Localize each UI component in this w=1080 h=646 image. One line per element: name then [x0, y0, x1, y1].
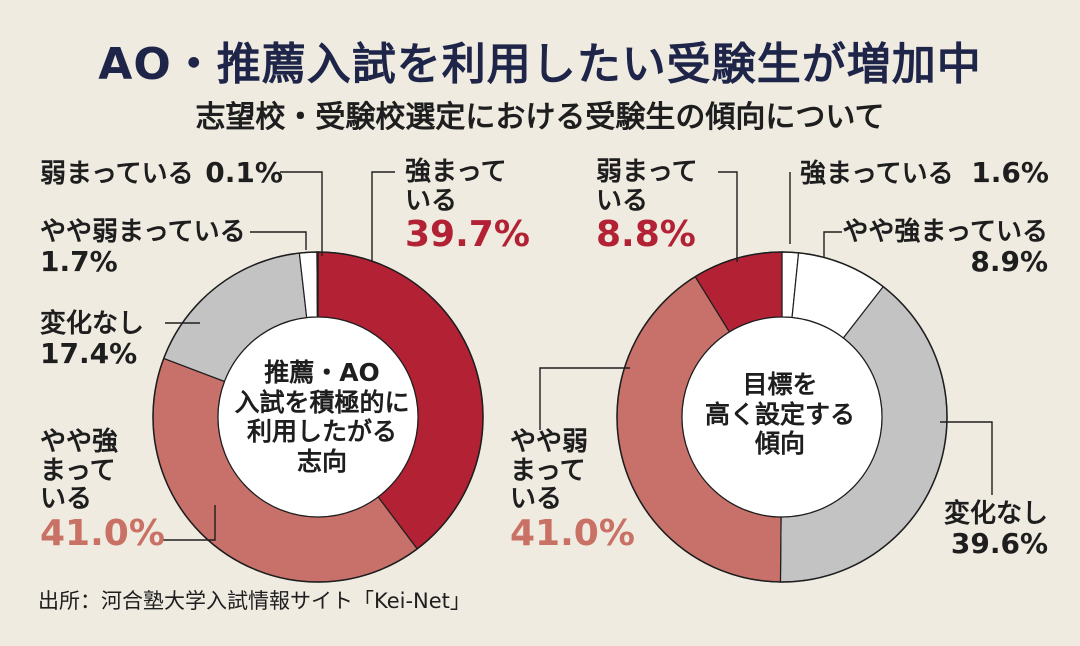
donut-outline [152, 251, 484, 583]
right-center-label: 目標を 高く設定する 傾向 [690, 370, 870, 459]
slice-label-value: 1.7% [40, 244, 118, 278]
label-right-strong: 強まっている 1.6% [800, 156, 1049, 189]
leader-line [718, 171, 738, 262]
label-right-no-change: 変化なし 39.6% [920, 500, 1048, 559]
leader-line [539, 367, 630, 430]
slice-label-name: やや弱まっている [510, 427, 589, 515]
leader-line [280, 171, 323, 256]
left-center-line: 利用したがる [246, 417, 397, 446]
left-center-line: 志向 [296, 446, 347, 476]
left-center-line: 推薦・AO [264, 358, 380, 387]
donut-outline [616, 251, 948, 583]
label-right-weak: 弱まっている 8.8% [596, 158, 706, 255]
slice-label-name: 弱まっている [40, 159, 194, 189]
donut-hole [681, 316, 883, 518]
donut-hole [217, 316, 419, 518]
left-center-line: 入試を積極的に [234, 387, 410, 417]
leader-line [940, 421, 993, 495]
slice-label-value: 39.6% [950, 526, 1048, 560]
slice-label-value: 1.6% [971, 156, 1049, 189]
slice-label-name: 強まっている [800, 159, 954, 189]
label-right-somewhat-strong: やや強まっている 8.9% [838, 218, 1048, 277]
slice-label-value: 8.8% [596, 214, 696, 256]
slice-label-value: 41.0% [510, 512, 635, 554]
label-right-somewhat-weak: やや弱まっている 41.0% [510, 428, 635, 553]
donut-slice [316, 251, 319, 318]
slice-label-value: 0.1% [205, 156, 283, 189]
slice-label-name: やや弱まっている [40, 217, 246, 247]
label-left-weak: 弱まっている 0.1% [40, 156, 283, 189]
slice-label-name: 弱まっている [596, 157, 698, 216]
slice-label-value: 41.0% [40, 512, 165, 554]
slice-label-value: 39.7% [405, 214, 530, 256]
leader-line [371, 171, 395, 262]
slice-label-name: やや強まっている [40, 427, 119, 515]
right-center-line: 目標を [742, 370, 818, 399]
label-left-somewhat-strong: やや強まっている 41.0% [40, 428, 165, 553]
label-left-no-change: 変化なし 17.4% [40, 310, 144, 369]
leader-line [160, 505, 216, 541]
right-center-line: 傾向 [754, 429, 805, 458]
slice-label-name: やや強まっている [842, 217, 1048, 247]
left-center-label: 推薦・AO 入試を積極的に 利用したがる 志向 [232, 358, 412, 476]
chart-subtitle: 志望校・受験校選定における受験生の傾向について [195, 100, 885, 135]
leader-line [823, 231, 842, 258]
label-left-somewhat-weak: やや弱まっている 1.7% [40, 218, 246, 277]
slice-label-value: 17.4% [40, 336, 138, 370]
source-note: 出所：河合塾大学入試情報サイト「Kei-Net」 [38, 589, 471, 613]
slice-label-name: 強まっている [405, 157, 507, 216]
slice-label-value: 8.9% [970, 244, 1048, 278]
slice-label-name: 変化なし [40, 309, 145, 339]
chart-title: AO・推薦入試を利用したい受験生が増加中 [98, 39, 982, 90]
leader-line [250, 231, 307, 250]
right-center-line: 高く設定する [704, 399, 855, 429]
label-left-strong: 強まっている 39.7% [405, 158, 530, 255]
slice-label-name: 変化なし [943, 499, 1048, 529]
